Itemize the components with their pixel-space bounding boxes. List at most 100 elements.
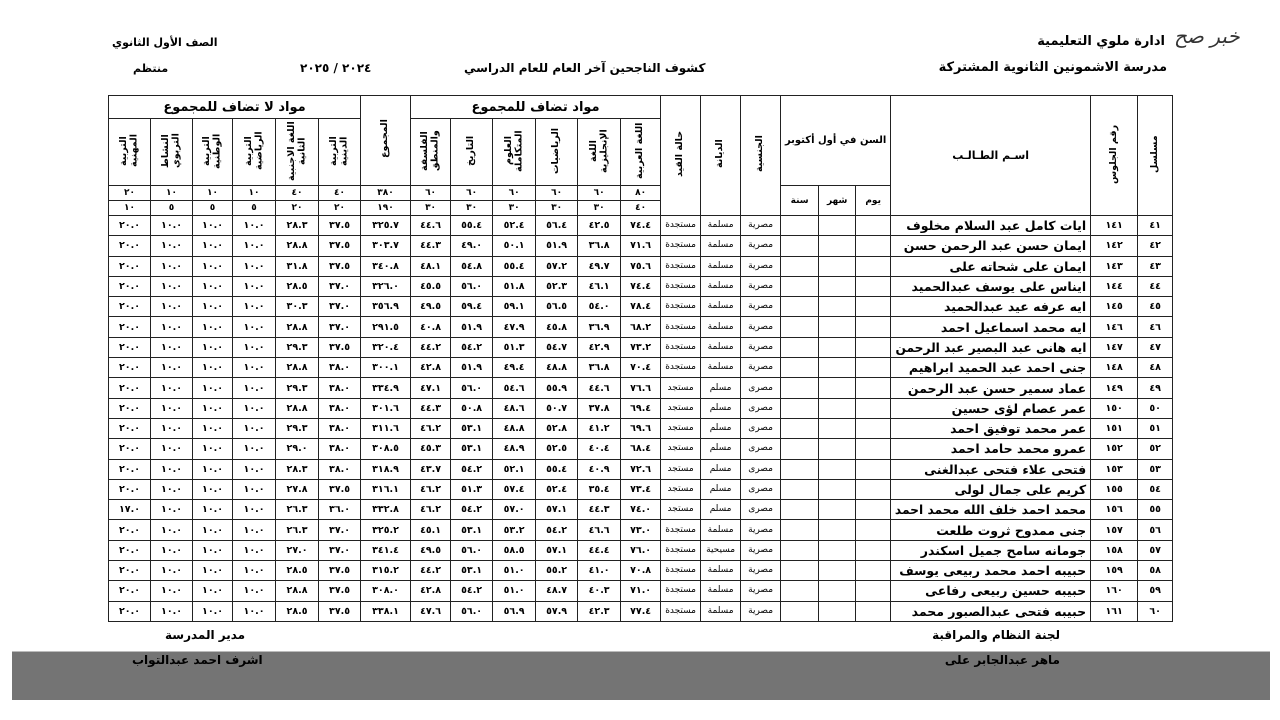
score-cell: ٤٦.٦ [577,519,622,541]
table-row: ٥١ ١٥١ عمر محمد توفيق احمد مصرى مسلم مستجد ٦٩.… [107,417,1174,440]
religion-cell: مسلم [700,417,742,440]
student-name-cell: محمد احمد خلف الله محمد احمد [890,499,1092,521]
status-cell: مستجدة [660,539,702,562]
table-row: ٥٨ ١٥٩ حبيبه احمد محمد ربيعى يوسف مصرية مسلم… [107,560,1174,582]
table-row: ٦٠ ١٦١ حبيبه فتحى عبدالصبور محمد مصرية مسلمة… [107,600,1174,622]
serial-cell: ٤٦ [1137,316,1174,338]
header-subject: التربية الرياضية [232,118,277,186]
age-day-cell [855,336,892,359]
header-subject-label: الفلسفة والمنطق [420,130,441,171]
max-score: ٨٠ [620,185,662,201]
student-name: فتحى علاء فتحى عبدالغنى [924,461,1087,477]
score-cell: ٥٤.٢ [450,580,494,602]
age-month-cell [818,458,857,480]
student-name: حبيبه حسين ربيعى رفاعى [925,583,1087,599]
status-cell: مستجد [660,377,702,399]
header-subject: التاريخ [450,118,494,186]
score-cell: ٣٤٠.٨ [360,255,412,277]
age-year-cell [780,499,820,521]
score-cell: ٥٥.٩ [535,377,579,399]
score-cell: ١٠.٠ [150,478,194,501]
score-cell: ٢٠.٠ [107,560,152,582]
header-subject-label: اللغة العربية [635,122,646,179]
score-cell: ٤٨.٨ [535,357,579,379]
age-month-cell [818,600,857,622]
principal-name: اشرف احمد عبدالتواب [132,653,263,667]
score-cell: ١٠.٠ [232,499,277,521]
age-day-cell [855,458,892,480]
religion-cell: مسلمة [700,519,742,541]
score-cell: ٣٢٦.٠ [360,275,412,298]
age-month-cell [818,417,857,440]
student-name: عمر محمد توفيق احمد [950,421,1087,437]
seat-number-cell: ١٦١ [1090,600,1139,622]
age-year-cell [780,478,820,501]
score-cell: ١٠.٠ [192,235,234,257]
header-subject-label: العلوم المتكاملة [503,129,525,172]
score-cell: ٣٤١.٤ [360,539,412,562]
score-cell: ٣٠٨.٥ [360,438,412,460]
serial-cell: ٥٨ [1137,560,1174,582]
student-name: عمرو محمد حامد احمد [950,441,1087,457]
header-age: السن في أول أكتوبر [780,95,892,186]
status-cell: مستجدة [660,296,702,318]
score-cell: ٣٧.٥ [318,600,362,622]
student-name-cell: جومانه سامح جميل اسكندر [890,539,1092,562]
religion-cell: مسلمة [700,336,742,359]
score-cell: ٥٣.١ [450,417,494,440]
score-cell: ١٠.٠ [150,580,194,602]
student-name-cell: جنى احمد عبد الحميد ابراهيم [890,357,1092,379]
student-name-cell: ايمان حسن عبد الرحمن حسن [890,235,1092,257]
min-score: ٣٠ [535,200,579,216]
age-month-cell [818,580,857,602]
score-cell: ٢٧.٠ [275,539,320,562]
score-cell: ٤٠.٨ [410,316,452,338]
age-year-cell [780,214,820,237]
directorate-name: ادارة ملوي التعليمية [1037,34,1165,49]
score-cell: ٤٧.٦ [410,600,452,622]
nationality-cell: مصرية [740,600,782,622]
principal-label: مدير المدرسة [165,628,246,642]
score-cell: ٥١.٨ [492,275,537,298]
age-day-cell [855,316,892,338]
nationality-cell: مصرية [740,214,782,237]
age-day-cell [855,560,892,582]
score-cell: ٢٠.٠ [107,519,152,541]
student-name-cell: ايه محمد اسماعيل احمد [890,316,1092,338]
seat-number-cell: ١٥٩ [1090,560,1139,582]
student-name: ايه هانى عبد البصير عبد الرحمن [895,339,1087,355]
score-cell: ٧١.٦ [620,235,662,257]
score-cell: ٣٣٨.١ [360,600,412,622]
score-cell: ٧٠.٤ [620,357,662,379]
age-year-cell [780,336,820,359]
age-month-cell [818,377,857,399]
student-name: عمر عصام لؤى حسين [951,400,1087,416]
score-cell: ١٠.٠ [232,377,277,399]
score-cell: ٢٠.٠ [107,255,152,277]
serial-cell: ٥٢ [1137,438,1174,460]
score-cell: ١٠.٠ [232,357,277,379]
score-cell: ١٠.٠ [150,316,194,338]
score-cell: ٢٠.٠ [107,417,152,440]
score-cell: ٢٠.٠ [107,296,152,318]
score-cell: ١٠.٠ [232,255,277,277]
score-cell: ٢٩.٣ [275,336,320,359]
serial-cell: ٤٥ [1137,296,1174,318]
score-cell: ٢٠.٠ [107,580,152,602]
score-cell: ٣٣٤.٩ [360,377,412,399]
student-name: جنى ممدوح ثروت طلعت [936,522,1087,538]
score-cell: ٥٢.٨ [535,417,579,440]
seat-number-cell: ١٥١ [1090,417,1139,440]
header-total: المجموع [360,95,412,186]
score-cell: ٣٧.٨ [577,397,622,419]
age-month-cell [818,560,857,582]
score-cell: ١٠.٠ [232,275,277,298]
score-cell: ٧٠.٨ [620,560,662,582]
score-cell: ٥٤.٢ [535,519,579,541]
status-cell: مستجدة [660,214,702,237]
score-cell: ٢٨.٥ [275,275,320,298]
score-cell: ٢٨.٨ [275,316,320,338]
min-score: ٢٠ [318,200,362,216]
score-cell: ٤٨.١ [410,255,452,277]
score-cell: ٥١.٣ [492,336,537,359]
